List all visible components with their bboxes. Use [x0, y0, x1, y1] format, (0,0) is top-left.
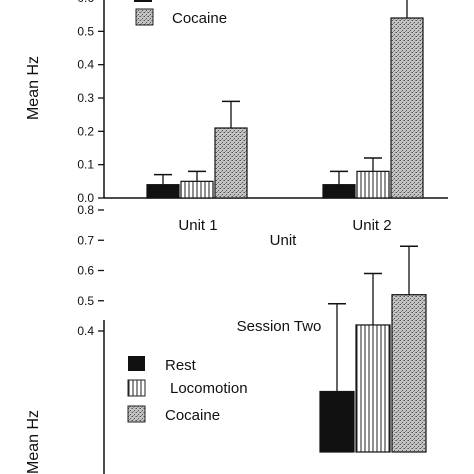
bottom-chart-title: Session Two — [237, 318, 322, 335]
bottom-y-tick-label: 0.5 — [77, 294, 94, 308]
top-x-tick-label: Unit 1 — [178, 217, 217, 234]
bottom-legend-swatch-locomotion — [127, 379, 146, 397]
top-y-tick-label: 0.4 — [77, 58, 94, 72]
top-y-axis-label: Mean Hz — [25, 56, 42, 120]
top-bar-solid — [322, 184, 356, 199]
top-x-axis-label: Unit — [270, 232, 298, 249]
top-legend: Cocaine — [134, 0, 227, 27]
bottom-bar-rest — [319, 390, 355, 453]
bottom-chart: 0.4 0.5 0.6 0.7 0.8 Session Two Mean Hz Rest… — [25, 203, 427, 474]
top-bar-cocaine — [390, 17, 424, 199]
bottom-y-tick-label: 0.7 — [77, 233, 94, 247]
top-x-tick-label: Unit 2 — [352, 217, 391, 234]
top-y-tick-label: 0.3 — [77, 91, 94, 105]
top-y-tick-label: 0.2 — [77, 124, 94, 138]
top-x-tick-labels: Unit 1 Unit 2 — [178, 217, 391, 234]
top-bar-vertical-stripes — [356, 170, 390, 199]
top-bar-solid — [146, 184, 180, 199]
bottom-legend-cocaine-label: Cocaine — [165, 407, 220, 424]
top-y-tick-label: 0.5 — [77, 24, 94, 38]
top-bar-vertical-stripes — [180, 180, 214, 199]
bottom-y-axis-label: Mean Hz — [25, 410, 42, 474]
top-y-tick-label: 0.1 — [77, 158, 94, 172]
bottom-y-tick-label: 0.8 — [77, 203, 94, 217]
bottom-bars — [319, 245, 427, 453]
top-bars — [146, 0, 424, 199]
top-legend-swatch-stipple — [135, 8, 154, 26]
top-y-tick-label: 0.0 — [77, 191, 94, 205]
bottom-legend-locomotion-label: Locomotion — [170, 380, 248, 397]
bottom-legend-swatch-cocaine — [127, 405, 146, 423]
bottom-legend: Rest Locomotion Cocaine — [127, 356, 248, 424]
bottom-y-tick-label: 0.6 — [77, 264, 94, 278]
top-legend-cocaine-label: Cocaine — [172, 10, 227, 27]
bottom-bar-locomotion — [355, 324, 391, 453]
top-y-ticks: 0.0 0.1 0.2 0.3 0.4 0.5 0.6 — [77, 0, 104, 205]
bottom-y-tick-label: 0.4 — [77, 324, 94, 338]
top-legend-swatch-solid — [134, 0, 152, 2]
top-chart: 0.0 0.1 0.2 0.3 0.4 0.5 0.6 Unit 1 Unit 2 Mean … — [25, 0, 448, 249]
top-bar-cocaine — [214, 127, 248, 199]
bottom-legend-swatch-rest — [128, 356, 145, 371]
bottom-y-ticks: 0.4 0.5 0.6 0.7 0.8 — [77, 203, 104, 338]
top-y-tick-label: 0.6 — [77, 0, 94, 5]
bottom-bar-cocaine — [391, 294, 427, 453]
bottom-legend-rest-label: Rest — [165, 357, 197, 374]
